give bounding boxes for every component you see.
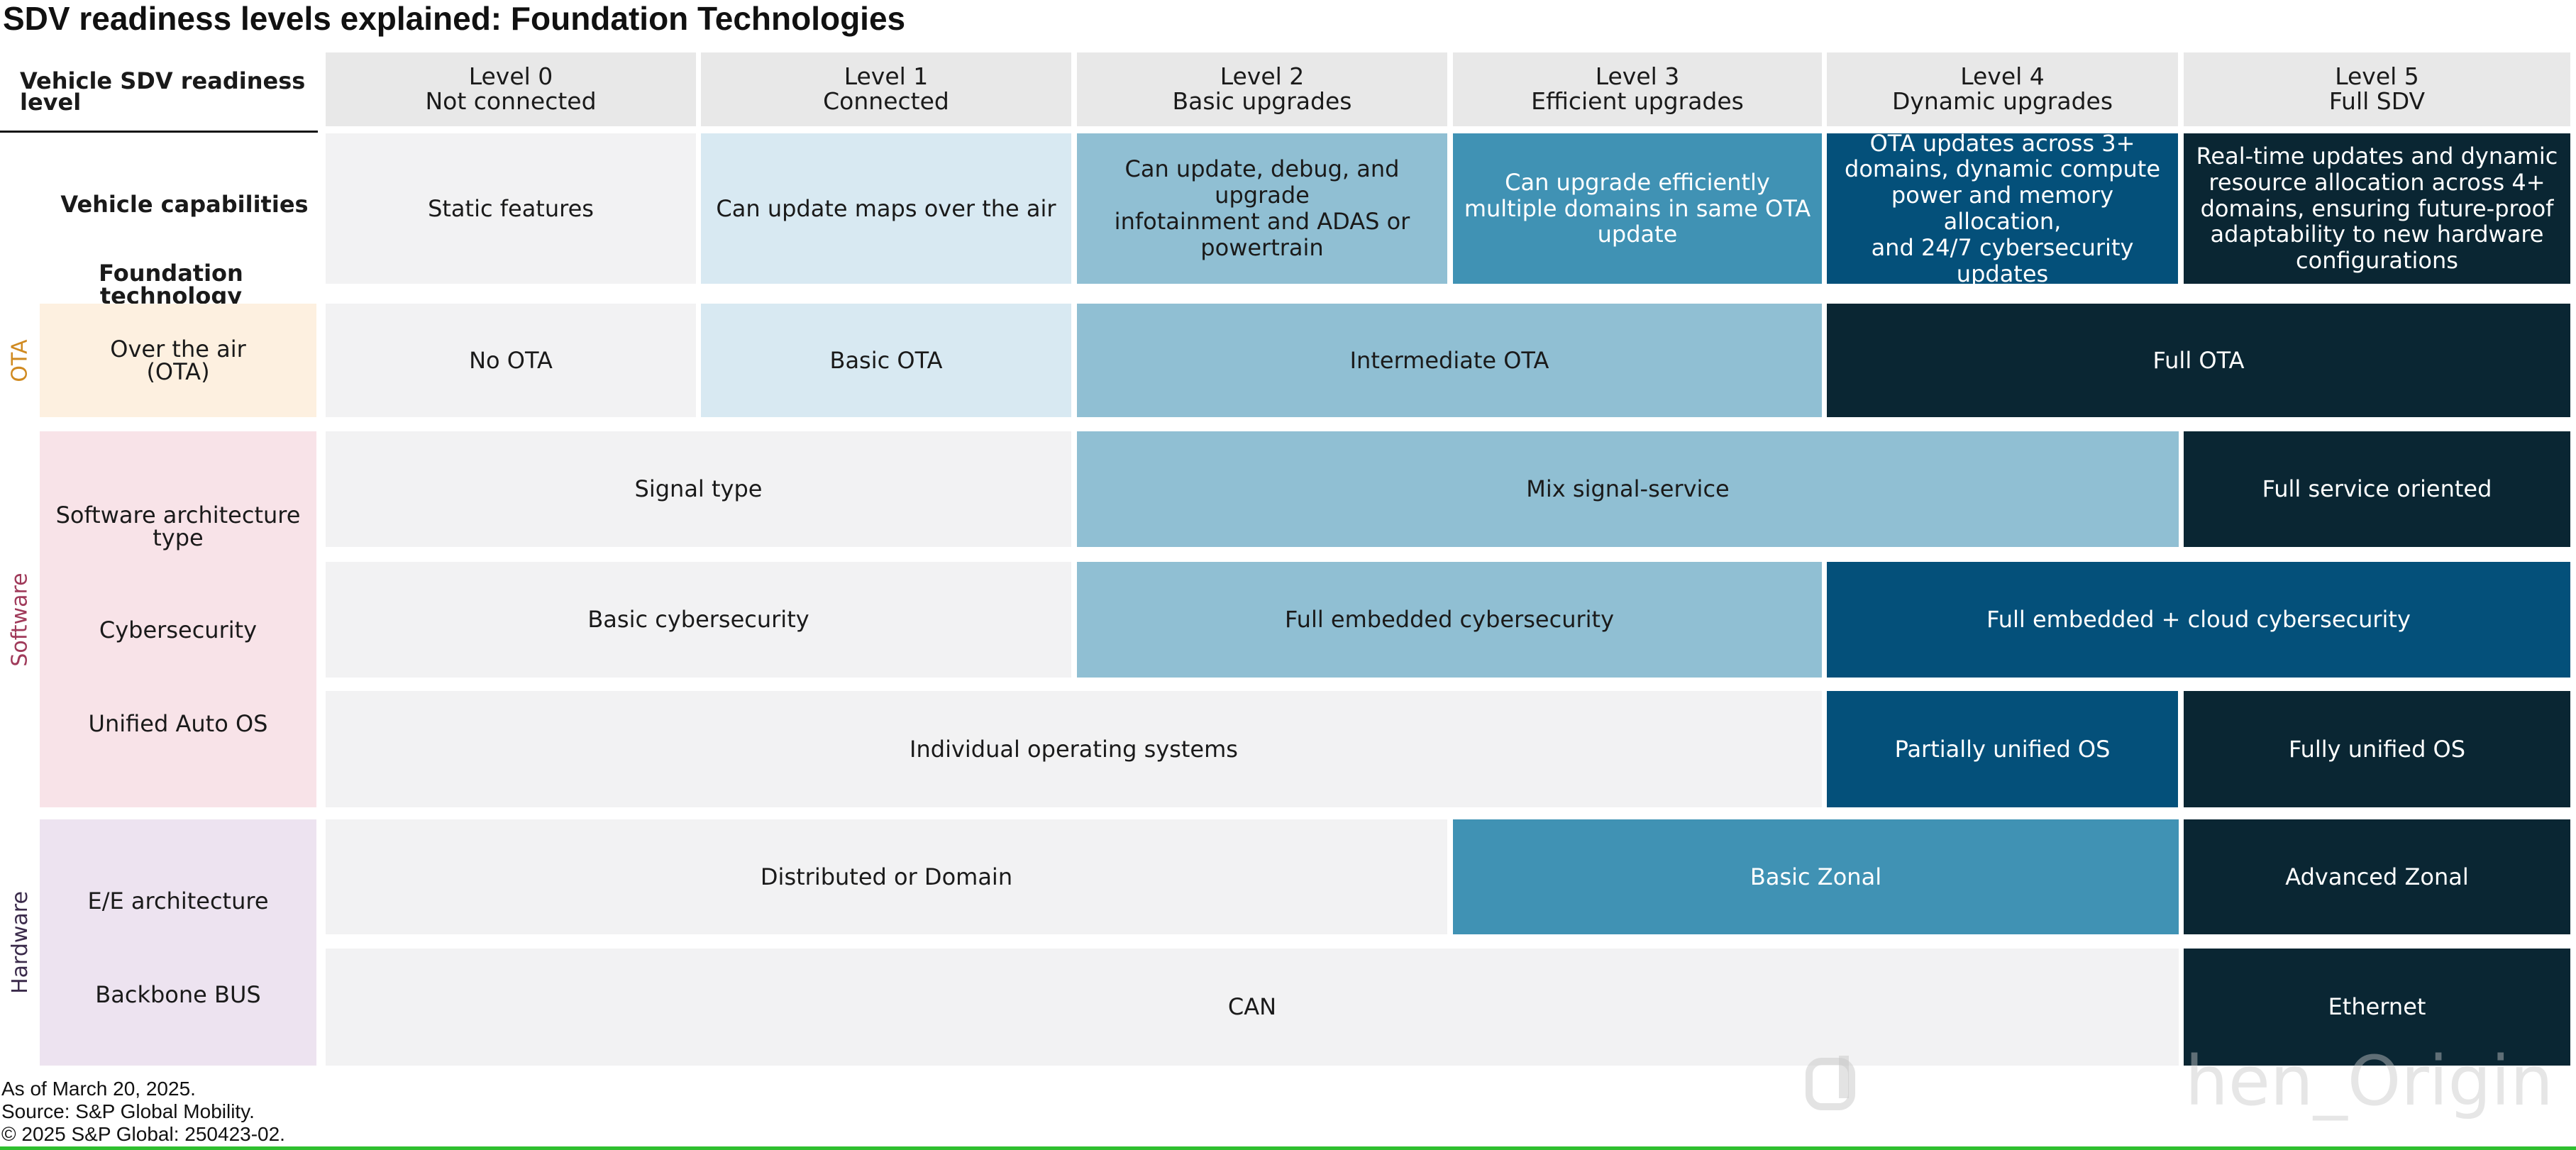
capability-level-1: Can update maps over the air <box>701 133 1071 284</box>
software-group-label: Software <box>7 572 33 667</box>
level-desc: Full SDV <box>2328 87 2426 115</box>
header-level-1: Level 1 Connected <box>701 52 1071 126</box>
level-name: Level 3 <box>1595 62 1680 91</box>
capability-level-0: Static features <box>326 133 696 284</box>
ota-cell-full-ota: Full OTA <box>1827 304 2570 417</box>
bus-cell-can: CAN <box>326 949 2179 1066</box>
capability-level-4: OTA updates across 3+ domains, dynamic c… <box>1827 130 2178 287</box>
header-level-0: Level 0 Not connected <box>326 52 696 126</box>
bus-cell-ethernet: Ethernet <box>2184 949 2570 1066</box>
watermark-logo <box>1795 1049 1908 1119</box>
capabilities-label: Vehicle capabilities <box>60 191 309 218</box>
ota-group-panel <box>40 304 316 417</box>
row-label-backbone-bus: Backbone BUS <box>95 981 261 1008</box>
header-divider <box>0 131 318 133</box>
level-desc: Dynamic upgrades <box>1891 87 2113 115</box>
footer-source: Source: S&P Global Mobility. <box>1 1100 255 1122</box>
ota-cell-intermediate-ota: Intermediate OTA <box>1077 304 1822 417</box>
level-desc: Basic upgrades <box>1172 87 1352 115</box>
header-level-3: Level 3 Efficient upgrades <box>1453 52 1822 126</box>
ota-cell-no-ota: No OTA <box>326 304 696 417</box>
footer-copyright: © 2025 S&P Global: 250423-02. <box>1 1123 285 1145</box>
software-group-panel <box>40 431 316 807</box>
ota-cell-basic-ota: Basic OTA <box>701 304 1071 417</box>
level-name: Level 4 <box>1960 62 2045 91</box>
bottom-accent-bar <box>0 1146 2576 1150</box>
hardware-group-label: Hardware <box>7 891 33 994</box>
level-name: Level 1 <box>844 62 929 91</box>
row-label-unified-os: Unified Auto OS <box>88 710 268 737</box>
hardware-group-panel <box>40 819 316 1066</box>
ee-cell-advanced-zonal: Advanced Zonal <box>2184 819 2570 934</box>
row-label-cybersecurity: Cybersecurity <box>99 617 258 643</box>
os-cell-individual: Individual operating systems <box>326 691 1822 807</box>
row-label-ota: Over the air (OTA) <box>110 336 246 385</box>
cyber-cell-full-embedded: Full embedded cybersecurity <box>1077 562 1822 678</box>
page-title: SDV readiness levels explained: Foundati… <box>3 0 906 37</box>
os-cell-fully-unified: Fully unified OS <box>2184 691 2570 807</box>
footer-date: As of March 20, 2025. <box>1 1078 196 1100</box>
ota-group-label: OTA <box>7 338 33 382</box>
header-level-4: Level 4 Dynamic upgrades <box>1827 52 2178 126</box>
ee-cell-basic-zonal: Basic Zonal <box>1453 819 2179 934</box>
cyber-cell-basic: Basic cybersecurity <box>326 562 1071 678</box>
level-desc: Connected <box>823 87 949 115</box>
level-desc: Efficient upgrades <box>1531 87 1744 115</box>
cyber-cell-embedded-cloud: Full embedded + cloud cybersecurity <box>1827 562 2570 678</box>
watermark-text: hen_Origin <box>2185 1041 2553 1121</box>
level-desc: Not connected <box>425 87 597 115</box>
row-label-software-architecture: Software architecture type <box>55 502 301 551</box>
ee-cell-distributed: Distributed or Domain <box>326 819 1447 934</box>
swarch-cell-mix-signal-service: Mix signal-service <box>1077 431 2179 547</box>
header-level-5: Level 5 Full SDV <box>2184 52 2570 126</box>
corner-label: Vehicle SDV readiness level <box>20 67 306 116</box>
row-label-ee-architecture: E/E architecture <box>87 888 269 914</box>
header-level-2: Level 2 Basic upgrades <box>1077 52 1447 126</box>
capability-level-2: Can update, debug, and upgrade infotainm… <box>1077 133 1447 284</box>
capability-level-3: Can upgrade efficiently multiple domains… <box>1453 133 1822 284</box>
level-name: Level 0 <box>468 62 553 91</box>
swarch-cell-full-service-oriented: Full service oriented <box>2184 431 2570 547</box>
swarch-cell-signal-type: Signal type <box>326 431 1071 547</box>
level-name: Level 5 <box>2335 62 2419 91</box>
level-name: Level 2 <box>1220 62 1305 91</box>
capability-level-5: Real-time updates and dynamic resource a… <box>2184 133 2570 284</box>
os-cell-partially-unified: Partially unified OS <box>1827 691 2178 807</box>
foundation-label: Foundation technology <box>99 260 243 309</box>
